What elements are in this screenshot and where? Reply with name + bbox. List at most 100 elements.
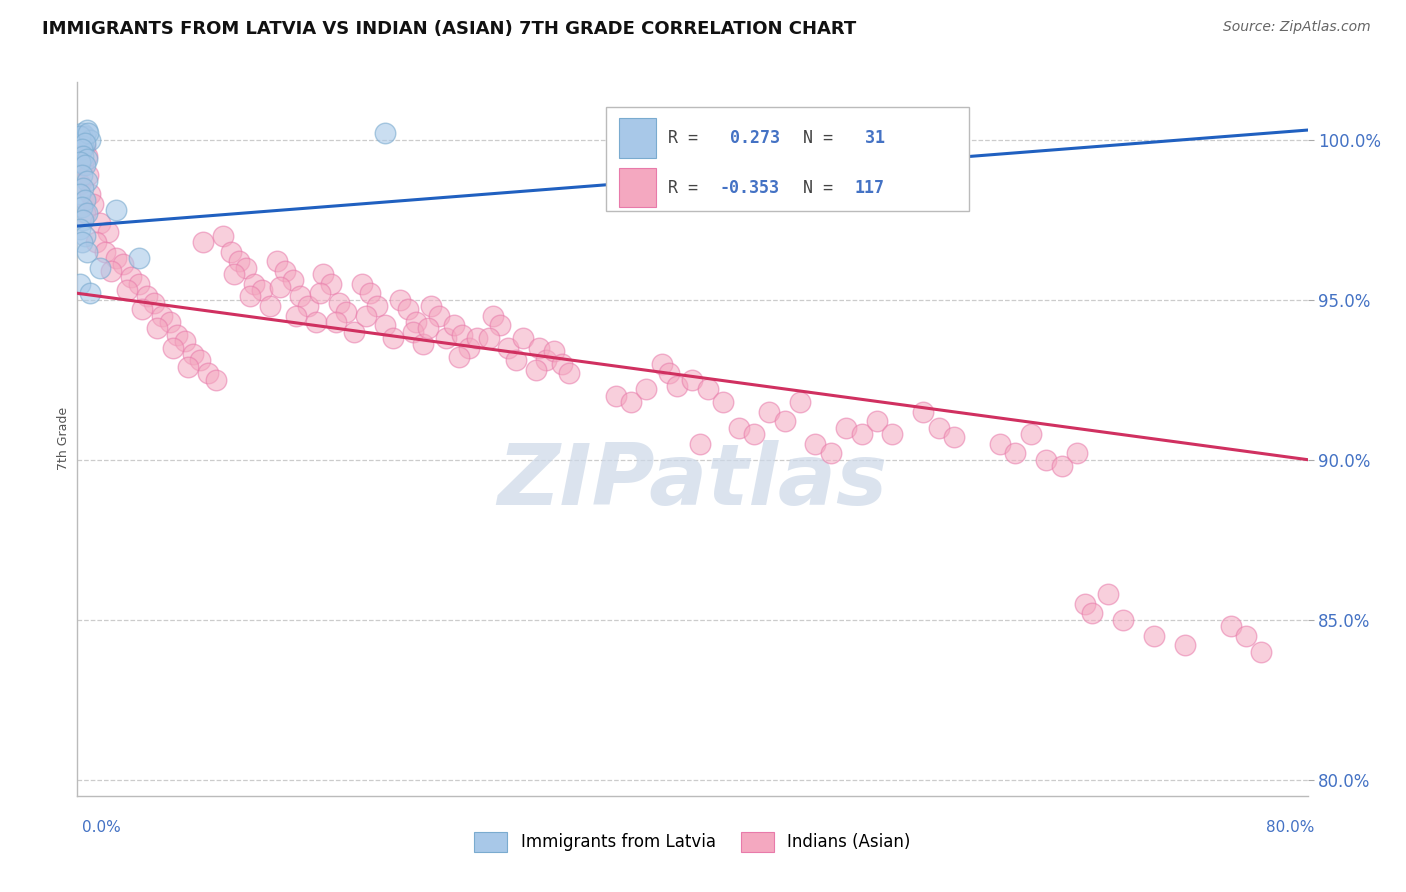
Point <box>1066 446 1088 460</box>
Point <box>84 235 107 249</box>
Point <box>366 299 388 313</box>
Point <box>1019 427 1042 442</box>
Point <box>401 325 423 339</box>
Point <box>305 315 328 329</box>
Point <box>70 235 93 249</box>
Point <box>197 366 219 380</box>
Point <box>274 264 297 278</box>
Point <box>835 420 858 434</box>
Point <box>356 309 378 323</box>
Point <box>1035 452 1057 467</box>
Point <box>243 277 266 291</box>
Point <box>666 379 689 393</box>
Point <box>988 436 1011 450</box>
Point <box>742 427 765 442</box>
Point <box>309 286 332 301</box>
Point <box>820 446 842 460</box>
Point <box>70 129 93 144</box>
Point <box>73 228 96 243</box>
Point <box>1097 587 1119 601</box>
Point <box>450 327 472 342</box>
Point <box>162 341 184 355</box>
Point <box>1073 597 1095 611</box>
Text: N =: N = <box>803 178 844 197</box>
Point <box>70 168 93 182</box>
Point <box>76 206 98 220</box>
Point <box>181 347 204 361</box>
Point <box>558 366 581 380</box>
Point <box>727 420 749 434</box>
Point <box>77 168 100 182</box>
Point <box>259 299 281 313</box>
Point <box>447 351 470 365</box>
Point <box>636 382 658 396</box>
Point <box>89 216 111 230</box>
Point <box>69 178 91 192</box>
Point <box>374 126 396 140</box>
Point <box>72 139 94 153</box>
Point <box>239 289 262 303</box>
Point <box>1250 645 1272 659</box>
Legend: Immigrants from Latvia, Indians (Asian): Immigrants from Latvia, Indians (Asian) <box>467 825 918 859</box>
Point <box>76 244 98 259</box>
Point <box>1219 619 1241 633</box>
Point <box>70 126 93 140</box>
Point <box>389 293 412 307</box>
Point <box>112 257 135 271</box>
FancyBboxPatch shape <box>606 107 969 211</box>
Point <box>335 305 357 319</box>
Point <box>328 296 350 310</box>
Point <box>79 187 101 202</box>
Point <box>128 277 150 291</box>
Point <box>135 289 157 303</box>
Point <box>72 149 94 163</box>
Point <box>350 277 373 291</box>
Point <box>912 405 935 419</box>
Point <box>104 251 127 265</box>
Text: R =: R = <box>668 129 707 147</box>
Point <box>359 286 381 301</box>
Point <box>177 359 200 374</box>
Point <box>97 226 120 240</box>
Point <box>281 273 304 287</box>
Point <box>866 414 889 428</box>
Point <box>77 126 100 140</box>
Point <box>1174 638 1197 652</box>
Point <box>72 212 94 227</box>
Text: -0.353: -0.353 <box>720 178 779 197</box>
Point <box>72 158 94 172</box>
Point <box>412 337 434 351</box>
Point <box>79 133 101 147</box>
Point <box>82 196 104 211</box>
Point <box>696 382 718 396</box>
Point <box>204 373 226 387</box>
Point <box>928 420 950 434</box>
Point <box>212 228 235 243</box>
Point <box>146 321 169 335</box>
Point <box>73 158 96 172</box>
Text: Source: ZipAtlas.com: Source: ZipAtlas.com <box>1223 20 1371 34</box>
Point <box>489 318 512 333</box>
Point <box>682 373 704 387</box>
Point <box>1112 613 1135 627</box>
Point <box>689 436 711 450</box>
Point <box>143 296 166 310</box>
Point <box>235 260 257 275</box>
Point <box>94 244 117 259</box>
Point <box>69 187 91 202</box>
Point <box>131 302 153 317</box>
Text: 0.273: 0.273 <box>720 129 779 147</box>
Point <box>128 251 150 265</box>
Point <box>297 299 319 313</box>
Point <box>76 123 98 137</box>
Text: 31: 31 <box>855 129 884 147</box>
Point <box>115 283 138 297</box>
Point <box>290 289 312 303</box>
Point <box>420 299 443 313</box>
Point <box>150 309 173 323</box>
Text: 0.0%: 0.0% <box>82 821 121 835</box>
Point <box>100 264 122 278</box>
Text: R =: R = <box>668 178 707 197</box>
Point <box>465 331 488 345</box>
Point <box>1081 607 1104 621</box>
